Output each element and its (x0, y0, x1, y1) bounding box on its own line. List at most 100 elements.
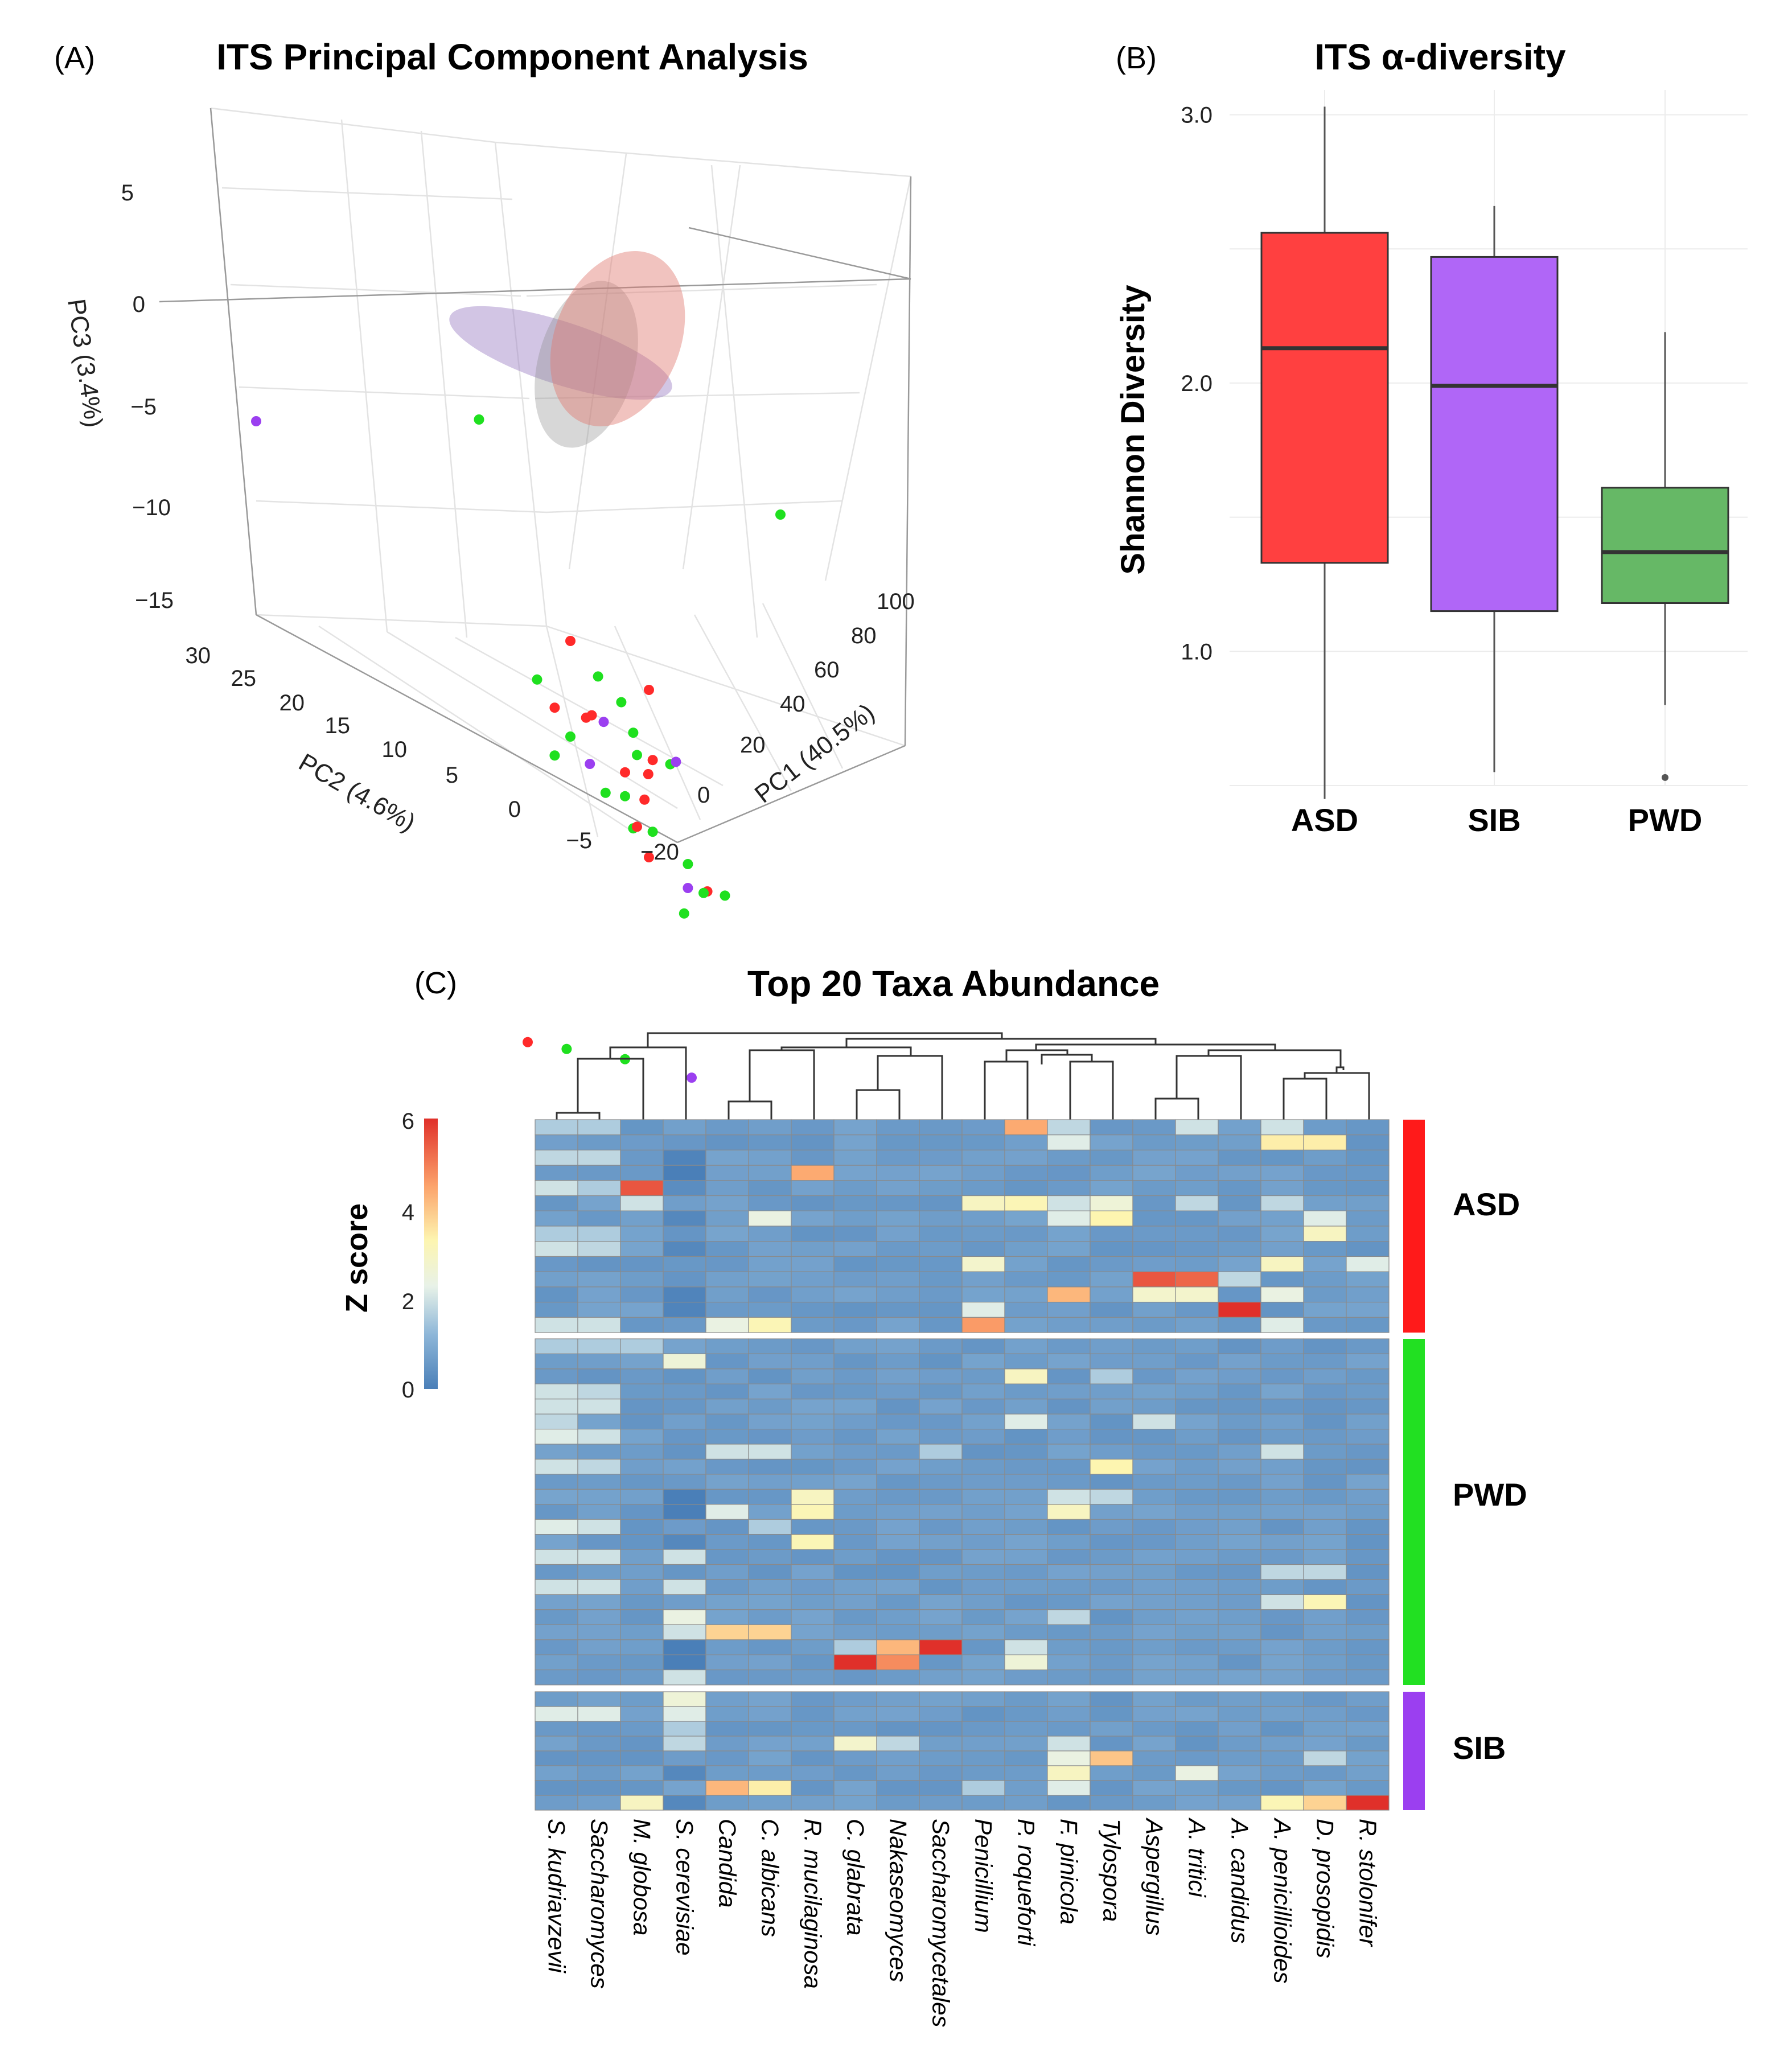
heat-cell (1218, 1489, 1261, 1505)
heat-cell (1132, 1338, 1176, 1355)
heat-cell (705, 1669, 749, 1685)
heat-cell (961, 1210, 1005, 1227)
heat-cell (1047, 1165, 1091, 1181)
heat-cell (748, 1519, 792, 1535)
heat-cell (791, 1654, 835, 1671)
heat-cell (876, 1180, 920, 1197)
pca-point-pwd (532, 674, 542, 685)
group-annotation-bar (1403, 1120, 1425, 1810)
heat-cell (577, 1226, 621, 1242)
heat-cell (1346, 1165, 1390, 1181)
heat-cell (620, 1654, 664, 1671)
heat-cell (535, 1639, 578, 1655)
heat-cell (876, 1458, 920, 1475)
heat-cell (663, 1444, 706, 1460)
heat-cell (1132, 1654, 1176, 1671)
heat-cell (663, 1458, 706, 1475)
heat-cell (791, 1256, 835, 1272)
heat-cell (791, 1579, 835, 1595)
heat-cell (1132, 1165, 1176, 1181)
heat-cell (705, 1119, 749, 1136)
heat-cell (1218, 1195, 1261, 1211)
taxon-label: C. albicans (757, 1819, 784, 1937)
heat-cell (705, 1609, 749, 1625)
heat-cell (876, 1579, 920, 1595)
heat-cell (919, 1780, 963, 1796)
heat-cell (1175, 1519, 1219, 1535)
pc2-tick: 5 (446, 763, 458, 788)
heat-cell (1175, 1383, 1219, 1400)
heat-cell (1132, 1383, 1176, 1400)
heat-cell (961, 1549, 1005, 1565)
heat-cell (791, 1317, 835, 1333)
taxon-label: A. penicillioides (1269, 1817, 1296, 1984)
heat-cell (1004, 1429, 1048, 1445)
heat-cell (1218, 1750, 1261, 1766)
heat-cell (535, 1286, 578, 1303)
heat-cell (791, 1721, 835, 1737)
pca-points (251, 414, 786, 1227)
heat-cell (1090, 1241, 1133, 1257)
heat-cell (1004, 1134, 1048, 1151)
heat-cell (620, 1706, 664, 1722)
heat-cell (833, 1399, 877, 1415)
heat-cell (833, 1504, 877, 1520)
heat-cell (791, 1691, 835, 1707)
heat-cell (1346, 1134, 1390, 1151)
heat-cell (791, 1210, 835, 1227)
heat-cell (919, 1119, 963, 1136)
heat-cell (1175, 1534, 1219, 1550)
heat-cell (1303, 1271, 1347, 1288)
heat-cell (1047, 1149, 1091, 1166)
heat-cell (748, 1119, 792, 1136)
heat-cell (876, 1368, 920, 1384)
heat-cell (876, 1286, 920, 1303)
heat-cell (1004, 1256, 1048, 1272)
heat-cell (1090, 1691, 1133, 1707)
taxon-label: A. tritici (1184, 1817, 1211, 1898)
heat-cell (663, 1519, 706, 1535)
heat-cell (620, 1399, 664, 1415)
heat-cell (663, 1750, 706, 1766)
heat-cell (791, 1639, 835, 1655)
heat-cell (1346, 1444, 1390, 1460)
heat-cell (833, 1549, 877, 1565)
heat-cell (1090, 1750, 1133, 1766)
heat-cell (1260, 1736, 1304, 1752)
heat-cell (1260, 1368, 1304, 1384)
heat-cell (577, 1353, 621, 1370)
panel-c: (C) Top 20 Taxa Abundance 6 4 2 0 Z scor… (340, 963, 1527, 2028)
heat-cell (1218, 1210, 1261, 1227)
heat-cell (876, 1654, 920, 1671)
heat-cell (1175, 1736, 1219, 1752)
pca-point-sib (251, 416, 261, 426)
heat-cell (919, 1458, 963, 1475)
heat-cell (1175, 1780, 1219, 1796)
heat-cell (1090, 1489, 1133, 1505)
heat-cell (1004, 1368, 1048, 1384)
heat-cell (1346, 1458, 1390, 1475)
heat-cell (1175, 1639, 1219, 1655)
heat-cell (1132, 1780, 1176, 1796)
heat-cell (791, 1338, 835, 1355)
heat-cell (535, 1210, 578, 1227)
heat-cell (1090, 1317, 1133, 1333)
heat-cell (961, 1609, 1005, 1625)
heat-cell (919, 1721, 963, 1737)
heat-cell (748, 1691, 792, 1707)
heat-cell (919, 1669, 963, 1685)
heat-cell (620, 1519, 664, 1535)
heat-cell (961, 1353, 1005, 1370)
heat-cell (833, 1301, 877, 1318)
heat-cell (1090, 1149, 1133, 1166)
heat-cell (1303, 1564, 1347, 1580)
heat-cell (961, 1134, 1005, 1151)
heat-cell (1260, 1706, 1304, 1722)
heat-cell (961, 1180, 1005, 1197)
heat-cell (620, 1795, 664, 1811)
heat-cell (919, 1429, 963, 1445)
pca-point-asd (620, 767, 630, 778)
heat-cell (1004, 1579, 1048, 1595)
heat-cell (535, 1149, 578, 1166)
heat-cell (1303, 1691, 1347, 1707)
